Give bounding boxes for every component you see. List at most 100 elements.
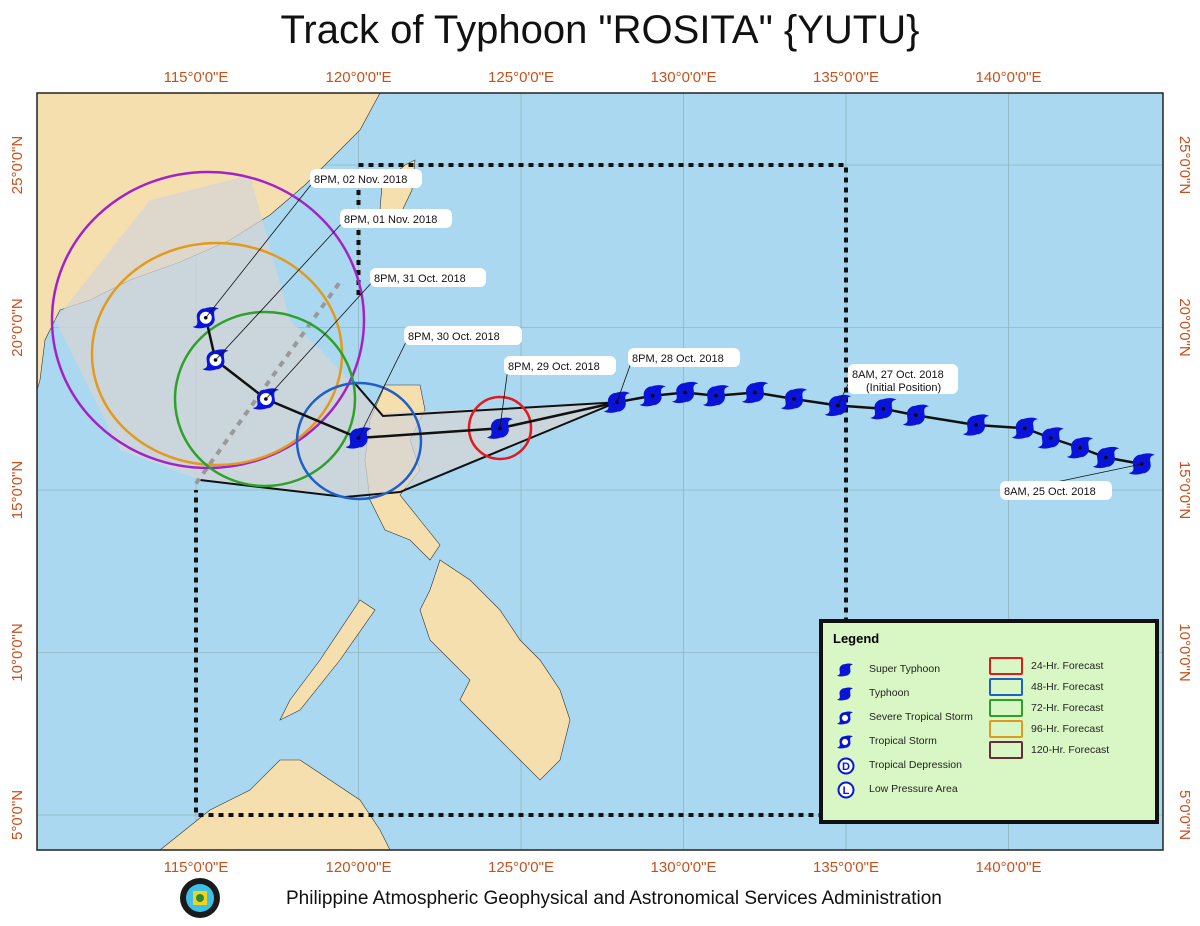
storm-center [683,390,687,395]
forecast-swatch [989,720,1023,738]
svg-text:D: D [842,761,850,773]
start-position-label: 8AM, 25 Oct. 2018 [1004,486,1096,498]
tropical-storm-icon [837,733,853,749]
label-leader [616,359,633,403]
legend-label: Typhoon [869,687,910,699]
label-box [628,348,740,367]
legend-title: Legend [833,631,880,646]
lon-label-top: 120°0'0"E [326,69,392,86]
legend-forecast-item: 48-Hr. Forecast [989,678,1103,696]
storm-center [1104,455,1108,460]
par-boundary [194,163,848,817]
legend-label: Super Typhoon [869,663,941,675]
past-position-marker [703,385,729,407]
lat-label-right: 10°0'0"N [1176,623,1193,681]
lat-label-right: 20°0'0"N [1176,298,1193,356]
radius-24hr [467,395,533,461]
lat-label-right: 25°0'0"N [1176,136,1193,194]
lon-label-bottom: 120°0'0"E [326,859,392,876]
typhoon-icon [837,661,853,677]
lat-label-left: 25°0'0"N [9,136,26,194]
lon-label-bottom: 130°0'0"E [651,859,717,876]
land-borneo [159,759,391,850]
past-position-marker [963,414,989,436]
radius-120hr [50,170,366,470]
legend-label: Severe Tropical Storm [869,711,973,723]
legend-forecast-item: 96-Hr. Forecast [989,720,1103,738]
legend-label: Tropical Depression [869,759,962,771]
storm-center [792,397,796,401]
label-leader [358,337,409,439]
cone-edge-bottom [199,401,618,499]
storm-center [881,406,886,411]
legend-label: 48-Hr. Forecast [1031,681,1104,693]
radius-72hr [173,310,357,488]
label-box [404,326,522,345]
past-position-marker [672,381,699,404]
footer-agency: Philippine Atmospheric Geophysical and A… [286,888,942,909]
initial-position-label-note: (Initial Position) [866,382,941,394]
past-position-marker [1093,446,1119,469]
map-frame [36,92,1164,851]
lon-label-top: 125°0'0"E [488,69,554,86]
past-position-marker [742,381,768,404]
low-pressure-icon: L [837,781,855,799]
legend-item: Severe Tropical Storm [837,709,973,725]
label-leader [499,367,509,429]
forecast-swatch [989,741,1023,759]
label-box [1000,481,1112,500]
legend-item: Tropical Storm [837,733,937,749]
lon-label-bottom: 125°0'0"E [488,859,554,876]
pagasa-logo [180,878,220,918]
storm-center [1022,426,1027,431]
lat-label-right: 5°0'0"N [1176,790,1193,840]
lon-label-top: 135°0'0"E [813,69,879,86]
legend-label: 24-Hr. Forecast [1031,660,1104,672]
label-box [370,268,486,287]
label-box [340,209,452,228]
forecast-label: 8PM, 02 Nov. 2018 [314,174,407,186]
legend-forecast-item: 120-Hr. Forecast [989,741,1109,759]
storm-center [714,393,718,398]
label-leader [205,180,315,318]
label-box [504,356,616,375]
lat-label-left: 5°0'0"N [9,790,26,840]
storm-center [1078,445,1082,450]
axis-labels: 115°0'0"E 115°0'0"E 120°0'0"E 120°0'0"E 125°… [9,69,1193,876]
past-position-marker [902,404,929,426]
legend-item: Typhoon [837,685,909,701]
forecast-cone [55,175,618,499]
legend: Legend Super Typhoon Typhoon Severe Tropic… [819,619,1159,824]
storm-center [914,413,918,418]
par-line-dashed [194,277,344,485]
par-line [194,163,848,817]
cone-edge-top [351,379,617,418]
map-title: Track of Typhoon "ROSITA" {YUTU} [280,8,920,52]
cone-fill [55,175,617,497]
lon-label-top: 130°0'0"E [651,69,717,86]
tropical-depression-icon: D [837,757,855,775]
label-box [310,169,422,188]
storm-center [650,393,655,398]
past-position-marker [870,398,897,420]
past-position-marker [1011,417,1038,439]
storm-center [753,390,757,395]
forecast-swatch [989,678,1023,696]
legend-label: Tropical Storm [869,735,937,747]
past-position-marker [1067,437,1093,459]
past-position-marker [1037,427,1064,449]
initial-position-label: 8AM, 27 Oct. 2018 [852,369,944,381]
lon-label-bottom: 140°0'0"E [976,859,1042,876]
svg-text:L: L [843,785,850,797]
legend-item: L Low Pressure Area [837,781,958,799]
legend-item: D Tropical Depression [837,757,962,775]
legend-item: Super Typhoon [837,661,940,677]
radius-48hr [295,381,423,501]
lat-label-left: 15°0'0"N [9,461,26,519]
lat-label-left: 10°0'0"N [9,623,26,681]
storm-center [1048,436,1053,440]
lon-label-bottom: 135°0'0"E [813,859,879,876]
label-leader [265,279,375,400]
typhoon-icon [837,685,853,701]
forecast-swatch [989,699,1023,717]
